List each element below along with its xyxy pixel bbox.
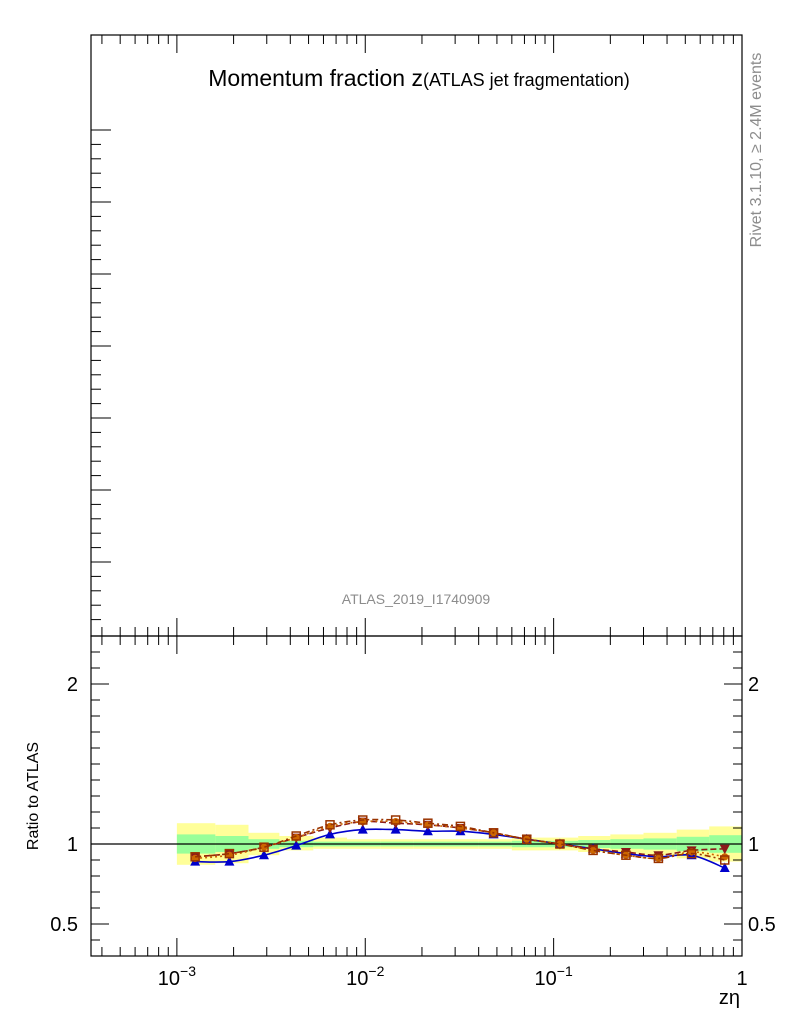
series-4-point — [325, 820, 335, 830]
x-tick-label: 10−3 — [158, 963, 196, 990]
ratio-panel-x-ticks: 10−3 10−2 10−1 1 — [101, 636, 748, 990]
series-4-point — [390, 815, 401, 825]
ratio-panel-frame — [90, 635, 743, 957]
series-4-point — [358, 815, 368, 825]
x-axis-label: zη — [719, 987, 740, 1009]
series-1-point — [258, 849, 269, 860]
series-4-point — [423, 818, 433, 828]
y-tick-label-right: 1 — [748, 834, 759, 856]
x-tick-label: 10−2 — [346, 963, 384, 990]
series-4-point — [190, 852, 200, 862]
series-1-point — [719, 862, 730, 872]
series-2-point — [719, 844, 730, 855]
main-panel-x-ticks — [101, 35, 743, 636]
series-4-point — [488, 828, 499, 838]
ratio-panel-y-ticks: 0.5 0.5 1 1 2 2 — [50, 635, 776, 957]
chart-title: Momentum fraction z(ATLAS jet fragmentat… — [208, 65, 630, 91]
ratio-panel: 10−3 10−2 10−1 1 0.5 0.51 12 2 Ratio to ATLAS … — [25, 635, 776, 1009]
series-1-point — [224, 856, 235, 866]
series-3-point — [556, 840, 564, 848]
series-3-point — [589, 846, 597, 855]
series-4-point — [555, 839, 565, 849]
series-4-point — [588, 845, 598, 856]
x-tick-label: 1 — [736, 968, 747, 990]
y-tick-label-right: 0.5 — [748, 914, 776, 936]
series-4-point — [653, 853, 664, 864]
main-panel: Momentum fraction z(ATLAS jet fragmentat… — [90, 34, 765, 637]
mc-series — [190, 815, 730, 872]
series-4-point — [720, 855, 730, 865]
series-4-point — [455, 821, 466, 832]
series-4-point — [522, 834, 532, 844]
analysis-label: ATLAS_2019_I1740909 — [342, 591, 491, 607]
series-2-line — [195, 820, 725, 858]
series-1-point — [357, 824, 368, 834]
series-4-point — [291, 831, 301, 841]
series-3-point — [260, 843, 268, 851]
y-tick-label-right: 2 — [748, 674, 759, 696]
series-1-point — [325, 828, 336, 839]
series-1-point — [291, 840, 302, 850]
series-4-point — [686, 848, 697, 859]
x-tick-label: 10−1 — [535, 963, 573, 990]
series-4-line — [195, 818, 725, 861]
series-4-point — [259, 842, 269, 852]
y-tick-label: 1 — [67, 834, 78, 856]
main-panel-frame — [90, 34, 743, 637]
series-4-point — [224, 848, 235, 859]
main-panel-y-ticks — [91, 129, 111, 621]
y-axis-label: Ratio to ATLAS — [25, 742, 42, 850]
series-4-point — [621, 850, 631, 860]
rivet-version-label: Rivet 3.1.10, ≥ 2.4M events — [748, 53, 765, 248]
series-1-point — [390, 824, 401, 834]
series-1-point — [422, 825, 433, 836]
y-tick-label: 2 — [67, 674, 78, 696]
series-3-point — [721, 853, 729, 861]
y-tick-label: 0.5 — [50, 914, 78, 936]
